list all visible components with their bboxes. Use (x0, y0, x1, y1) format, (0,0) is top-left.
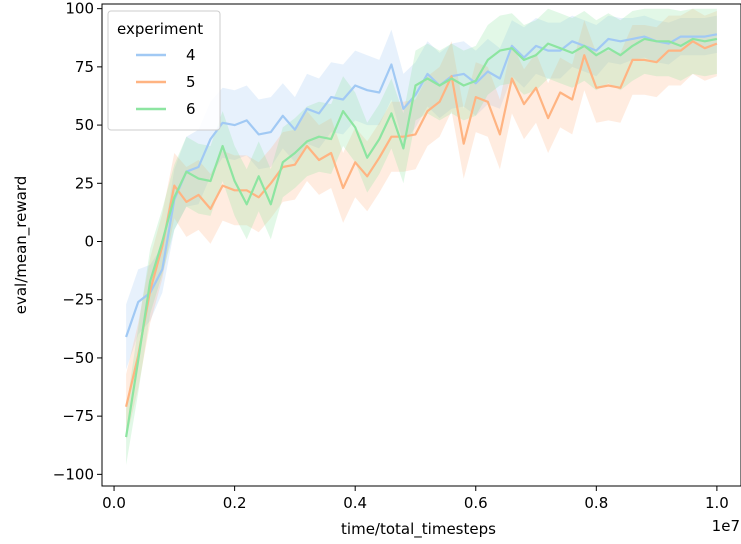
x-tick-label: 0.6 (464, 494, 488, 512)
y-tick-label: −25 (62, 291, 94, 309)
y-axis-ticks: −100 −75 −50 −25 0 25 50 75 100 (53, 0, 102, 483)
y-tick-label: 0 (84, 233, 94, 251)
y-axis-label: eval/mean_reward (12, 176, 31, 315)
legend-items: 4 5 6 (136, 46, 196, 118)
y-tick-label: 50 (75, 116, 94, 134)
x-tick-label: 0.0 (102, 494, 126, 512)
line-series-5 (125, 40, 718, 408)
x-axis-offset-label: 1e7 (712, 517, 740, 535)
confidence-bands (126, 8, 717, 465)
legend-label-5: 5 (186, 73, 196, 91)
y-tick-label: 100 (65, 0, 94, 18)
series-lines (125, 33, 718, 438)
legend: experiment 4 5 6 (107, 10, 221, 131)
legend-label-4: 4 (186, 46, 196, 64)
plot-frame (101, 3, 741, 487)
x-axis-ticks: 0.0 0.2 0.4 0.6 0.8 1.0 (102, 486, 729, 512)
x-tick-label: 0.4 (343, 494, 367, 512)
x-tick-label: 0.8 (584, 494, 608, 512)
x-tick-label: 0.2 (223, 494, 247, 512)
y-tick-label: −50 (62, 349, 94, 367)
x-axis-label: time/total_timesteps (341, 520, 496, 539)
line-series-4 (125, 33, 718, 338)
y-tick-label: −75 (62, 407, 94, 425)
line-series-6 (125, 37, 718, 438)
legend-box (107, 10, 221, 131)
band-series-6 (126, 8, 717, 465)
y-tick-label: 25 (75, 174, 94, 192)
y-tick-label: −100 (53, 465, 94, 483)
legend-title: experiment (117, 20, 203, 38)
band-series-4 (126, 15, 717, 370)
y-tick-label: 75 (75, 58, 94, 76)
band-series-5 (126, 8, 717, 440)
x-tick-label: 1.0 (705, 494, 729, 512)
legend-label-6: 6 (186, 100, 196, 118)
